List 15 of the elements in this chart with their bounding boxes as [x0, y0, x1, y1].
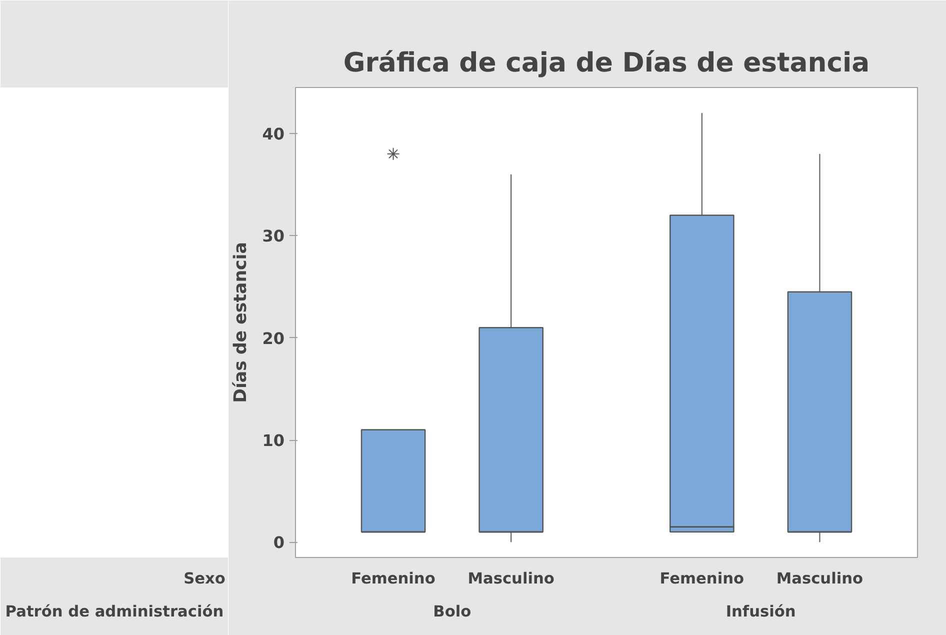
chart-title: Gráfica de caja de Días de estancia: [343, 48, 870, 78]
text: Infusión: [726, 602, 796, 620]
y-tick-label: 10: [262, 431, 284, 450]
y-tick-label: 20: [262, 328, 284, 348]
y-tick-label: 30: [262, 226, 284, 246]
x-tick-label: Femenino: [660, 570, 744, 588]
x-tick-label: Masculino: [776, 570, 864, 588]
text: Patrón de administración: [5, 602, 224, 620]
x-tick-label: Masculino: [468, 570, 554, 588]
y-tick-label: 40: [262, 124, 284, 144]
text: Bolo: [433, 602, 472, 620]
text: Sexo: [184, 570, 226, 588]
y-axis-title: Días de estancia: [231, 242, 252, 403]
x-tick-label: Femenino: [351, 570, 436, 588]
y-tick-label: 0: [273, 533, 285, 552]
